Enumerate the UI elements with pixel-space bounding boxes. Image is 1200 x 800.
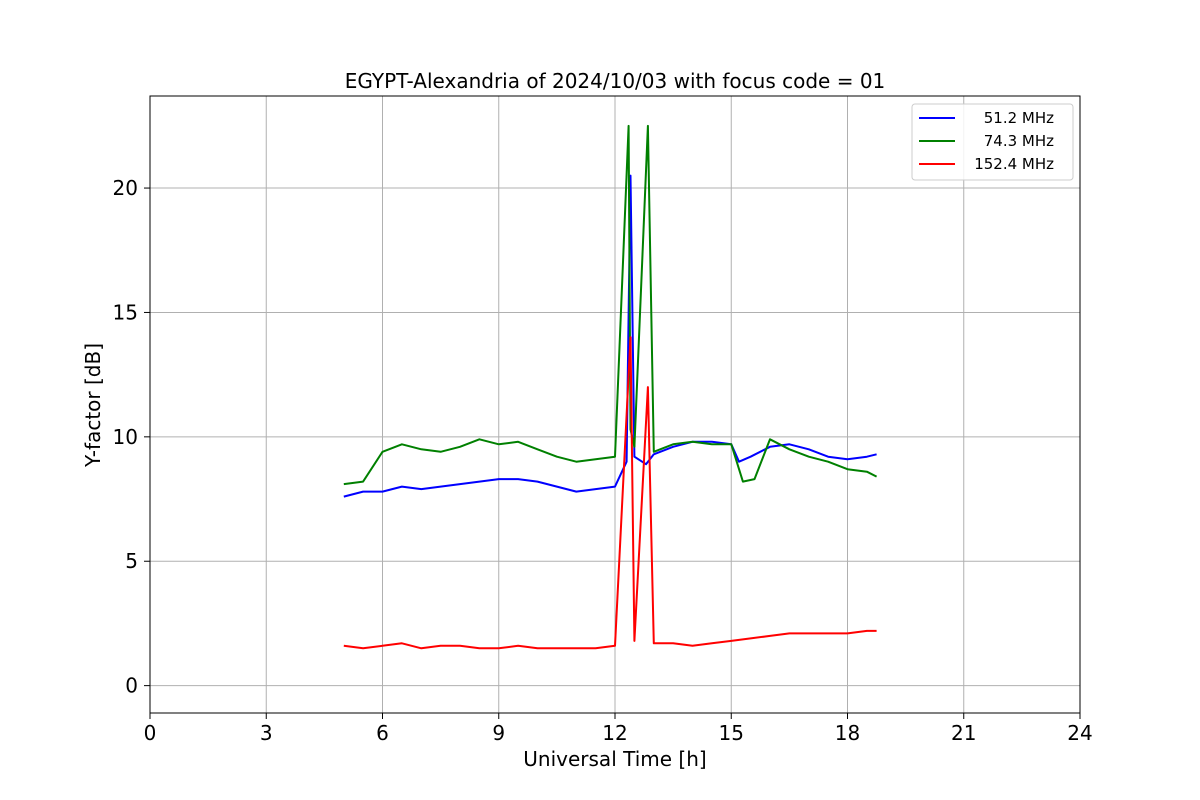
y-axis: 0 5 10 15 20: [113, 176, 150, 698]
y-tick-label: 5: [125, 549, 138, 573]
x-tick-label: 18: [835, 721, 860, 745]
y-tick-label: 15: [113, 300, 138, 324]
legend-label: 74.3 MHz: [984, 132, 1054, 150]
series-line-74-3-mhz: [343, 124, 878, 486]
series-line-152-4-mhz: [343, 336, 877, 650]
x-axis-label: Universal Time [h]: [523, 747, 706, 771]
y-tick-label: 10: [113, 425, 138, 449]
legend-label: 51.2 MHz: [984, 109, 1054, 127]
x-axis: 0 3 6 9 12 15 18 21 24: [144, 713, 1093, 745]
chart-title: EGYPT-Alexandria of 2024/10/03 with focu…: [345, 69, 886, 93]
legend-label: 152.4 MHz: [974, 155, 1054, 173]
plot-lines: [343, 124, 878, 650]
x-tick-label: 21: [951, 721, 976, 745]
y-axis-label: Y-factor [dB]: [81, 343, 105, 468]
legend-box: [911, 103, 1074, 181]
x-tick-label: 15: [719, 721, 744, 745]
x-tick-label: 24: [1067, 721, 1092, 745]
legend: 51.2 MHz 74.3 MHz 152.4 MHz: [911, 103, 1074, 181]
y-tick-label: 20: [113, 176, 138, 200]
x-tick-label: 6: [376, 721, 389, 745]
x-tick-label: 3: [260, 721, 273, 745]
x-tick-label: 12: [602, 721, 627, 745]
x-tick-label: 0: [144, 721, 157, 745]
y-tick-label: 0: [125, 674, 138, 698]
x-tick-label: 9: [492, 721, 505, 745]
